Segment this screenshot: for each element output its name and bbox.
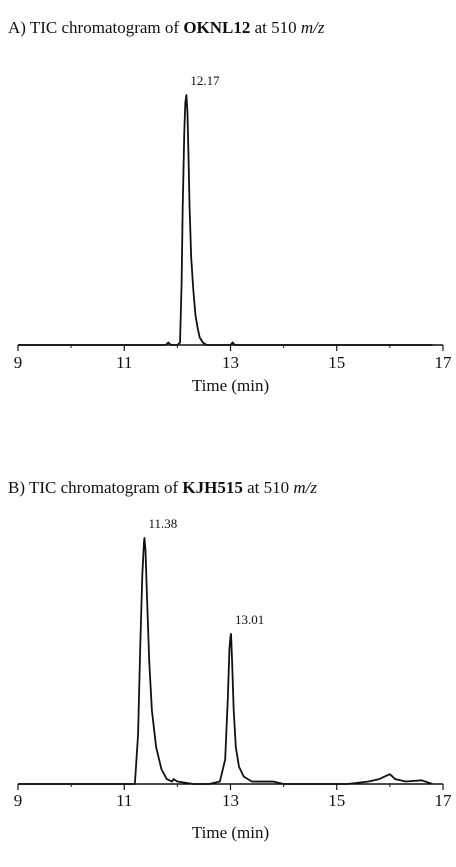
panel-b-title-prefix: B) TIC chromatogram of xyxy=(8,478,183,497)
x-axis-label-b: Time (min) xyxy=(192,823,269,842)
x-tick-label-b-9: 9 xyxy=(14,791,23,810)
series-line-b xyxy=(18,537,433,785)
panel-a-title-middle: at 510 xyxy=(250,18,301,37)
x-tick-label-a-17: 17 xyxy=(435,353,453,372)
x-tick-label-b-11: 11 xyxy=(116,791,132,810)
series-line-a xyxy=(18,94,433,346)
x-tick-label-b-15: 15 xyxy=(328,791,345,810)
panel-a-title-unit: m/z xyxy=(300,18,325,37)
x-tick-label-b-17: 17 xyxy=(435,791,453,810)
panel-a-title-prefix: A) TIC chromatogram of xyxy=(8,18,184,37)
x-tick-label-a-15: 15 xyxy=(328,353,345,372)
chromatogram-a: 9 11 13 15 17 Time (min) 12.17 xyxy=(14,73,453,395)
x-tick-label-a-9: 9 xyxy=(14,353,23,372)
panel-b-title: B) TIC chromatogram of KJH515 at 510 m/z xyxy=(8,478,317,498)
panel-a-title: A) TIC chromatogram of OKNL12 at 510 m/z xyxy=(8,18,325,38)
panel-b-title-unit: m/z xyxy=(293,478,317,497)
peak-label-a-12.17: 12.17 xyxy=(190,73,220,88)
x-tick-label-a-11: 11 xyxy=(116,353,132,372)
x-axis-label-a: Time (min) xyxy=(192,376,269,395)
panel-a-title-compound: OKNL12 xyxy=(183,18,251,37)
x-tick-label-a-13: 13 xyxy=(222,353,239,372)
x-tick-label-b-13: 13 xyxy=(222,791,239,810)
panel-b-title-compound: KJH515 xyxy=(182,478,243,497)
panel-b-title-middle: at 510 xyxy=(242,478,294,497)
peak-label-b-11.38: 11.38 xyxy=(148,516,177,531)
peak-label-b-13.01: 13.01 xyxy=(235,612,264,627)
